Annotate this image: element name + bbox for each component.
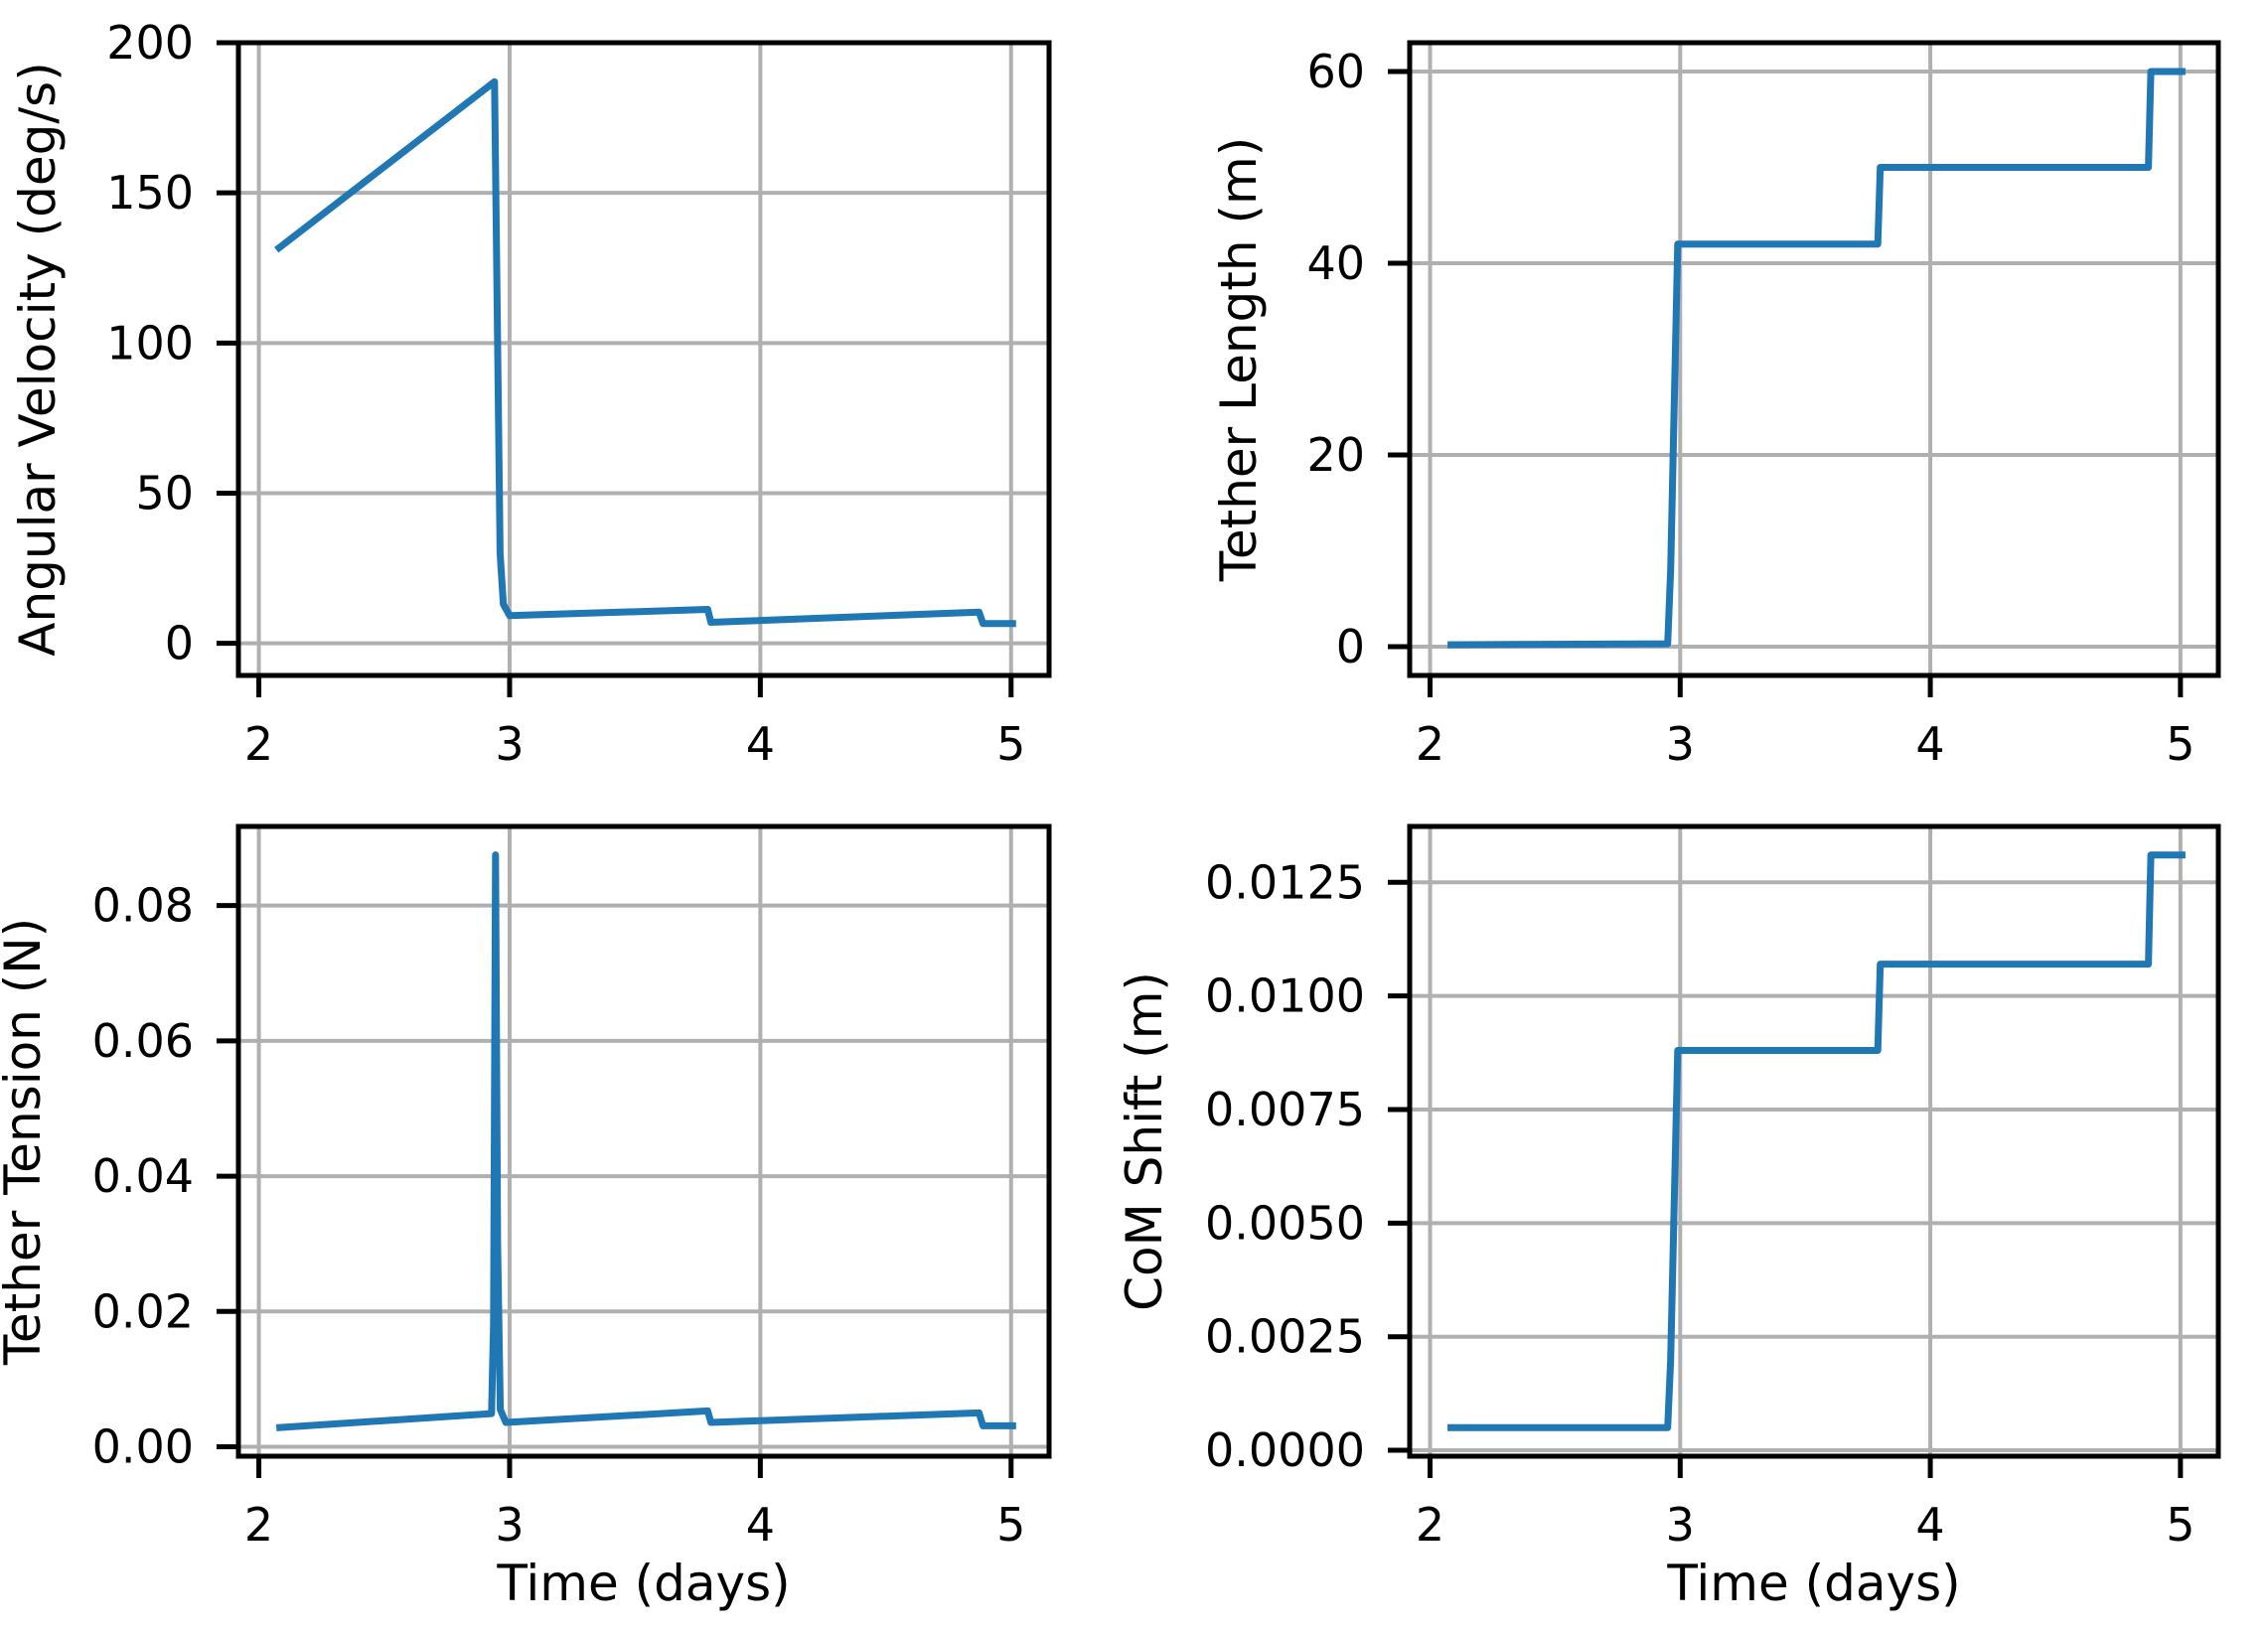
y-tick-label: 0.0100 <box>1205 969 1365 1023</box>
y-tick-label: 50 <box>135 466 194 520</box>
y-axis-label-angular-velocity: Angular Velocity (deg/s) <box>9 62 67 657</box>
axes-spines <box>235 40 1052 678</box>
axes-spines <box>235 823 1052 1459</box>
series-line-angular-velocity <box>274 77 1016 628</box>
series-line-com-shift <box>1447 851 2186 1431</box>
x-tick-label: 5 <box>2166 717 2194 771</box>
axes-background <box>1410 826 2218 1456</box>
y-tick-label: 0.0025 <box>1205 1310 1365 1364</box>
y-tick-label: 0.0000 <box>1205 1423 1365 1477</box>
x-tick-label: 4 <box>746 1498 775 1552</box>
x-axis-label-com-shift: Time (days) <box>1666 1555 1960 1612</box>
x-tick-label: 5 <box>996 1498 1025 1552</box>
x-tick-label: 5 <box>2166 1498 2194 1552</box>
series-line-tether-tension <box>275 851 1016 1431</box>
y-tick-label: 0.08 <box>92 879 194 933</box>
x-tick-label: 2 <box>1416 717 1444 771</box>
y-tick-label: 0.0125 <box>1205 855 1365 909</box>
y-tick-label: 0.0075 <box>1205 1083 1365 1136</box>
x-tick-label: 2 <box>244 717 273 771</box>
x-tick-label: 4 <box>746 717 775 771</box>
y-tick-label: 0.02 <box>92 1284 194 1338</box>
y-tick-label: 40 <box>1306 236 1365 290</box>
y-axis-label-tether-length: Tether Length (m) <box>1210 137 1268 582</box>
y-tick-label: 0.06 <box>92 1014 194 1068</box>
x-axis-label-tether-tension: Time (days) <box>496 1555 790 1612</box>
plot-tether-length: 2 3 4 5 0 20 40 60 Tether Length (m) <box>1210 40 2221 771</box>
x-tick-label: 3 <box>1666 717 1695 771</box>
chart-tether-length: 2 3 4 5 0 20 40 60 Tether Length (m) <box>1210 40 2221 771</box>
plot-angular-velocity: 2 3 4 5 0 50 100 150 200 Angular Velocity (deg/s) <box>9 16 1052 771</box>
x-tick-label: 3 <box>495 717 524 771</box>
y-tick-label: 0.0050 <box>1205 1196 1365 1250</box>
y-tick-label: 20 <box>1306 428 1365 482</box>
y-tick-label: 0 <box>165 617 194 670</box>
axes-background <box>1410 43 2218 675</box>
x-tick-label: 2 <box>1416 1498 1444 1552</box>
chart-tether-tension: 2 3 4 5 0.00 0.02 0.04 0.06 0.08 Tether Tension (… <box>0 823 1052 1612</box>
axes-spines <box>1407 40 2221 678</box>
plot-com-shift: 2 3 4 5 0.0000 0.0025 0.0050 0.0075 0.0100 0.0125… <box>1116 823 2221 1612</box>
x-tick-label: 4 <box>1915 1498 1944 1552</box>
axes-spines <box>1407 823 2221 1459</box>
y-tick-label: 0.00 <box>92 1419 194 1473</box>
axes-background <box>238 826 1049 1456</box>
y-axis-label-tether-tension: Tether Tension (N) <box>0 918 52 1366</box>
x-tick-label: 3 <box>1666 1498 1695 1552</box>
y-tick-label: 0 <box>1336 620 1365 673</box>
x-tick-label: 3 <box>495 1498 524 1552</box>
chart-com-shift: 2 3 4 5 0.0000 0.0025 0.0050 0.0075 0.0100 0.0125… <box>1116 823 2221 1612</box>
axes-background <box>238 43 1049 675</box>
y-tick-label: 0.04 <box>92 1149 194 1203</box>
x-tick-label: 5 <box>996 717 1025 771</box>
y-tick-label: 100 <box>106 316 194 370</box>
y-tick-label: 60 <box>1306 45 1365 98</box>
x-tick-label: 2 <box>244 1498 273 1552</box>
x-tick-label: 4 <box>1915 717 1944 771</box>
y-axis-label-com-shift: CoM Shift (m) <box>1116 971 1173 1311</box>
y-tick-label: 200 <box>106 16 194 70</box>
series-line-tether-length <box>1447 68 2186 649</box>
y-tick-label: 150 <box>106 166 194 220</box>
plot-tether-tension: 2 3 4 5 0.00 0.02 0.04 0.06 0.08 Tether Tension (… <box>0 823 1052 1612</box>
